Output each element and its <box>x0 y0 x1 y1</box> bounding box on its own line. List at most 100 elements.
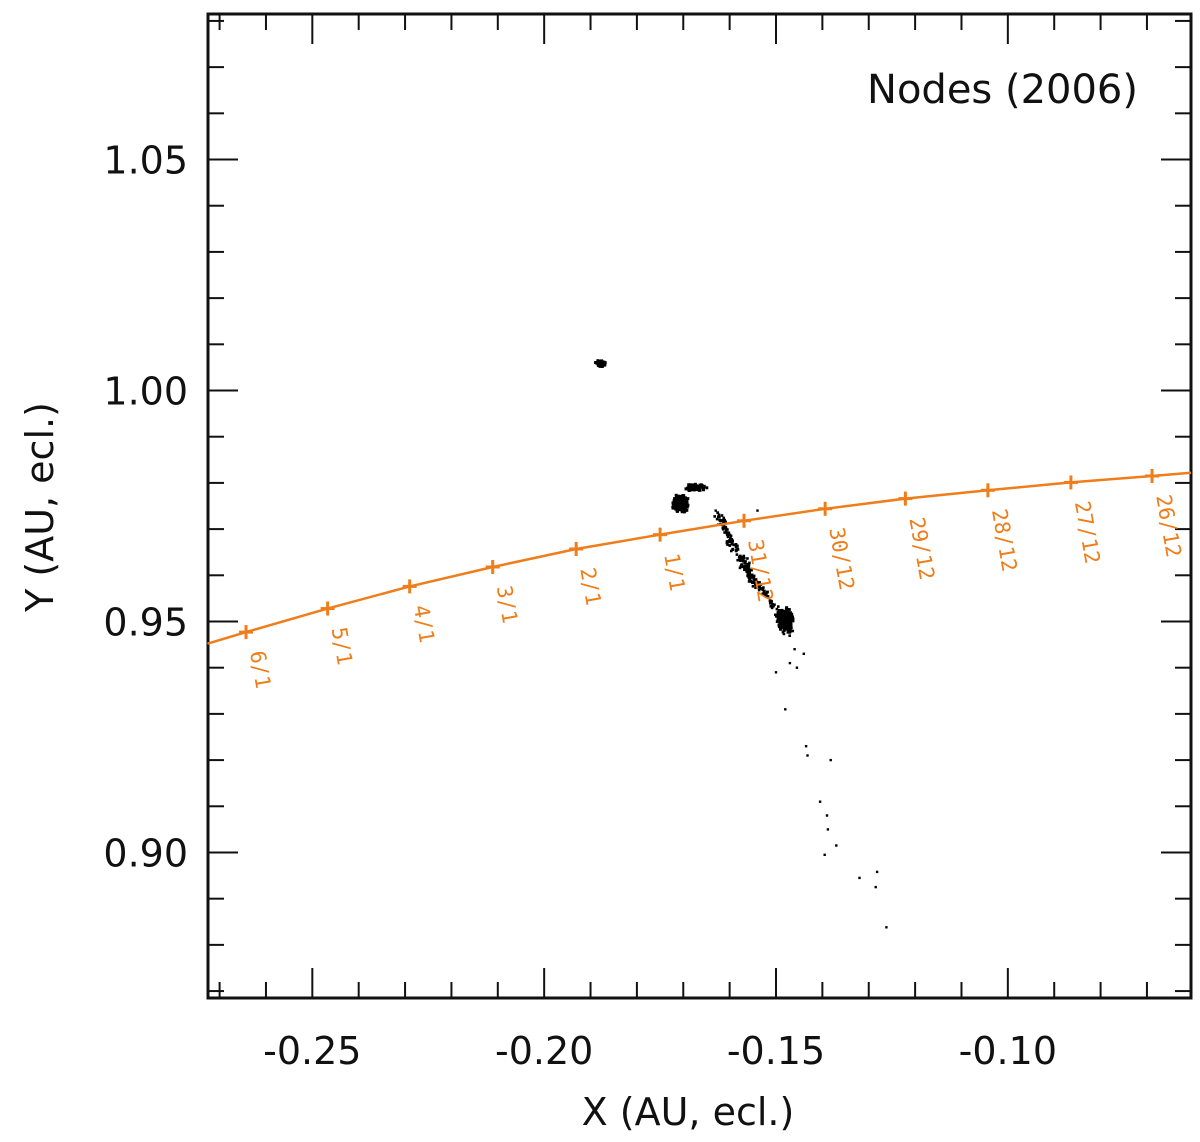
node-point <box>787 608 791 611</box>
node-point <box>720 514 724 517</box>
node-point <box>730 538 734 541</box>
node-point <box>788 634 791 637</box>
node-point <box>756 583 760 586</box>
node-point <box>747 575 750 579</box>
node-point <box>673 501 677 505</box>
node-point <box>728 544 732 547</box>
node-point <box>729 540 733 544</box>
node-point <box>829 758 832 762</box>
node-point <box>728 533 732 537</box>
node-point <box>783 609 787 613</box>
node-point <box>785 609 789 613</box>
node-point <box>750 568 753 572</box>
node-point <box>776 611 780 615</box>
node-point <box>735 553 739 556</box>
node-point <box>745 564 748 568</box>
node-point <box>754 586 757 589</box>
node-point <box>778 620 782 624</box>
node-point <box>746 574 749 578</box>
node-point <box>785 606 789 610</box>
node-point <box>780 620 783 623</box>
node-point <box>674 506 678 509</box>
y-tick-label: 0.95 <box>103 600 188 644</box>
node-point <box>783 614 787 618</box>
node-point <box>738 558 741 561</box>
node-point <box>766 590 769 594</box>
node-point <box>717 513 721 517</box>
node-point <box>686 497 690 501</box>
node-point <box>752 578 756 581</box>
node-point <box>826 828 830 831</box>
node-point <box>598 363 602 367</box>
node-point <box>748 569 752 573</box>
node-point <box>751 581 754 584</box>
node-point <box>784 616 788 620</box>
node-point <box>791 629 794 633</box>
y-axis-title: Y (AU, ecl.) <box>18 402 62 613</box>
node-point <box>769 605 773 608</box>
node-point <box>781 630 785 634</box>
node-point <box>746 566 750 570</box>
node-point <box>782 632 786 636</box>
node-point <box>781 613 784 617</box>
node-point <box>789 622 793 626</box>
node-point <box>723 518 726 522</box>
node-point <box>741 558 744 562</box>
node-point <box>674 493 678 497</box>
node-point <box>743 565 747 568</box>
node-point <box>739 555 743 559</box>
node-point <box>741 559 745 563</box>
node-point <box>779 627 782 631</box>
node-point <box>747 564 751 568</box>
node-point <box>781 623 785 627</box>
node-point <box>699 483 703 487</box>
node-point <box>774 671 778 674</box>
node-point <box>683 504 687 508</box>
node-point <box>788 628 792 631</box>
node-point <box>747 580 751 583</box>
node-point <box>761 588 765 592</box>
node-point <box>745 562 749 566</box>
node-point <box>786 628 790 631</box>
node-point <box>697 488 701 492</box>
node-point <box>682 500 686 504</box>
node-point <box>783 619 787 623</box>
node-point <box>778 612 782 616</box>
node-point <box>725 532 729 536</box>
node-point <box>736 558 739 562</box>
node-point <box>743 561 747 564</box>
node-point <box>768 599 772 602</box>
node-point <box>602 361 606 364</box>
node-point <box>683 498 687 502</box>
node-point <box>742 554 746 558</box>
node-point <box>683 496 687 500</box>
node-point <box>722 516 725 520</box>
node-point <box>782 629 786 632</box>
node-point <box>695 486 699 490</box>
node-point <box>745 568 748 572</box>
node-point <box>682 495 686 499</box>
node-point <box>743 556 746 560</box>
node-point <box>680 503 684 507</box>
node-point <box>784 621 788 625</box>
node-point <box>823 853 826 856</box>
node-point <box>745 570 748 573</box>
node-point <box>773 603 776 606</box>
node-point <box>681 498 685 502</box>
node-point <box>713 515 716 518</box>
node-point <box>818 800 822 803</box>
node-point <box>601 362 605 366</box>
node-point <box>685 508 689 512</box>
node-point <box>771 602 774 606</box>
x-tick-label: -0.10 <box>959 1029 1057 1073</box>
earth-orbit <box>207 468 1192 645</box>
node-point <box>786 631 790 634</box>
node-point <box>756 585 759 588</box>
earth-orbit-line <box>207 471 1192 645</box>
node-point <box>788 661 792 665</box>
node-point <box>784 628 787 631</box>
y-tick-label: 0.90 <box>103 831 188 875</box>
node-point <box>760 587 763 590</box>
node-point <box>776 617 780 620</box>
